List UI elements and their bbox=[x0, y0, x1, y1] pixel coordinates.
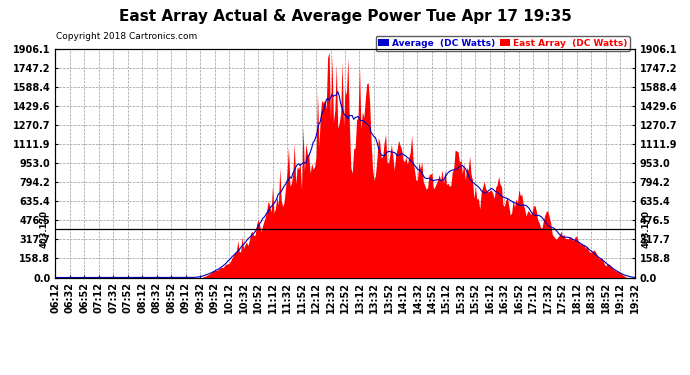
Legend: Average  (DC Watts), East Array  (DC Watts): Average (DC Watts), East Array (DC Watts… bbox=[375, 36, 630, 51]
Text: Copyright 2018 Cartronics.com: Copyright 2018 Cartronics.com bbox=[56, 32, 197, 41]
Text: 403.170: 403.170 bbox=[642, 210, 651, 248]
Text: East Array Actual & Average Power Tue Apr 17 19:35: East Array Actual & Average Power Tue Ap… bbox=[119, 9, 571, 24]
Text: 403.170: 403.170 bbox=[39, 210, 48, 248]
